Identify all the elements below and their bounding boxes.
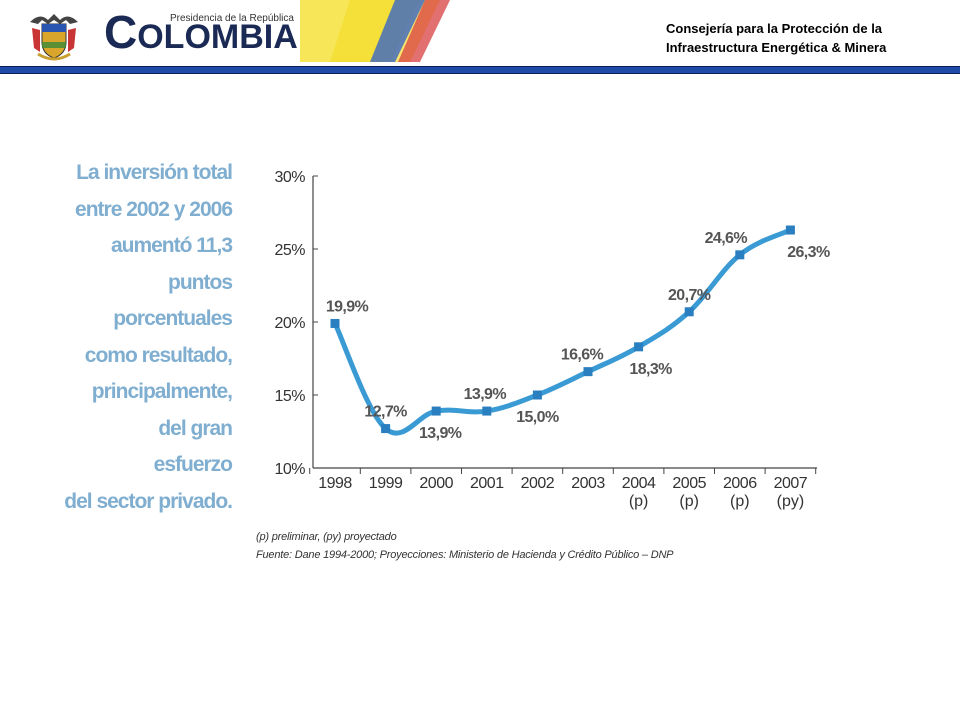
coat-of-arms-icon — [30, 14, 78, 61]
data-point — [634, 342, 644, 352]
data-point — [431, 406, 441, 416]
data-label: 18,3% — [629, 361, 672, 378]
footnote: (p) preliminar, (py) proyectado Fuente: … — [256, 528, 674, 564]
side-caption-line: del sector privado. — [64, 489, 233, 513]
side-caption-line: puntos — [168, 270, 233, 294]
data-label: 16,6% — [561, 347, 604, 364]
y-tick-label: 10% — [274, 461, 305, 478]
y-tick-label: 30% — [274, 169, 305, 186]
data-point — [330, 318, 340, 328]
x-tick-label: 2001 — [470, 475, 504, 492]
data-label: 19,9% — [326, 298, 369, 315]
x-tick-label: 2003 — [571, 475, 605, 492]
header-agency-title: Consejería para la Protección de la Infr… — [666, 19, 936, 57]
side-caption-line: esfuerzo — [153, 453, 233, 476]
logo-initial: C — [104, 6, 138, 58]
x-tick-sublabel: (p) — [679, 493, 699, 510]
colombia-logo: COLOMBIA — [104, 4, 298, 65]
side-caption-line: aumentó 11,3 — [110, 234, 233, 257]
side-caption-line: principalmente, — [91, 380, 233, 403]
x-tick-label: 2005 — [672, 475, 706, 492]
y-tick-label: 25% — [274, 242, 305, 259]
data-point — [583, 367, 593, 377]
data-label: 15,0% — [516, 409, 559, 426]
footnote-legend: (p) preliminar, (py) proyectado — [256, 531, 397, 543]
header-agency-line-2: Infraestructura Energética & Minera — [666, 40, 887, 55]
side-caption-line: como resultado, — [84, 343, 233, 367]
footnote-source: Fuente: Dane 1994-2000; Proyecciones: Mi… — [256, 549, 674, 561]
y-tick-label: 15% — [274, 388, 305, 405]
logo-subtitle: Presidencia de la República — [170, 13, 294, 24]
x-tick-sublabel: (p) — [629, 493, 649, 510]
x-tick-sublabel: (p) — [730, 493, 750, 510]
data-point — [381, 424, 391, 434]
x-tick-sublabel: (py) — [777, 493, 805, 510]
x-tick-label: 1998 — [318, 475, 352, 492]
y-tick-label: 20% — [274, 315, 305, 332]
logo-rest: OLOMBIA — [137, 18, 298, 56]
header: Presidencia de la República COLOMBIA Con… — [0, 0, 960, 75]
data-label: 13,9% — [419, 425, 462, 442]
data-label: 12,7% — [364, 404, 407, 421]
data-point — [532, 390, 542, 400]
side-caption-line: del gran — [158, 416, 233, 440]
header-bar — [0, 66, 960, 74]
data-label: 26,3% — [787, 244, 830, 261]
data-label: 24,6% — [705, 230, 748, 247]
flag-stripes — [300, 0, 450, 62]
data-label: 20,7% — [668, 287, 711, 304]
x-tick-label: 2006 — [723, 475, 757, 492]
data-label: 13,9% — [464, 386, 507, 403]
x-tick-label: 1999 — [369, 475, 403, 492]
data-point — [735, 250, 745, 260]
side-caption-line: La inversión total — [76, 161, 233, 184]
header-agency-line-1: Consejería para la Protección de la — [666, 21, 883, 36]
x-tick-label: 2004 — [622, 475, 656, 492]
side-caption-line: porcentuales — [113, 307, 233, 330]
data-point — [482, 406, 492, 416]
investment-line-chart: 10% 15% 20% 25% 30% 1998 1999 2000 2001 2002 2003 2… — [274, 169, 830, 510]
data-point — [684, 307, 694, 317]
side-caption: La inversión total entre 2002 y 2006 aum… — [40, 155, 233, 520]
x-tick-label: 2002 — [521, 475, 555, 492]
series-line — [332, 227, 793, 436]
side-caption-line: entre 2002 y 2006 — [75, 197, 233, 221]
data-point — [785, 225, 795, 235]
x-tick-label: 2000 — [419, 475, 453, 492]
x-tick-label: 2007 — [774, 475, 808, 492]
